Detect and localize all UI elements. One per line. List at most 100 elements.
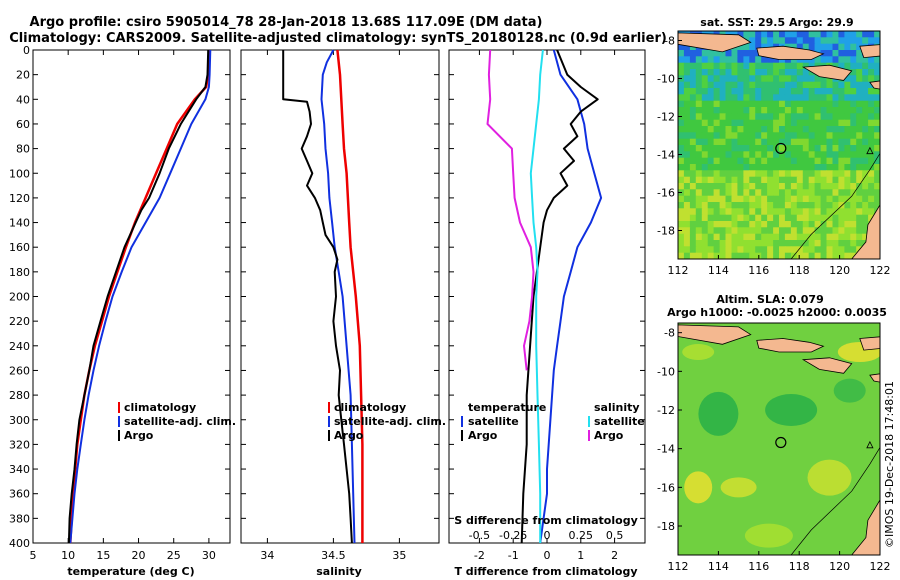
sst-cell [790,170,798,178]
sst-cell [689,145,697,152]
sst-cell [737,240,744,247]
sst-cell [820,202,828,209]
sst-cell [802,94,810,102]
sst-cell [796,240,804,247]
sst-cell [862,88,869,95]
sst-cell [850,151,857,159]
series-line-t-argo [520,49,599,544]
sst-cell [796,252,804,259]
sst-cell [761,195,768,203]
sst-cell [790,252,798,259]
sst-cell [725,50,732,57]
sst-cell [802,113,810,121]
sst-cell [737,233,744,241]
sst-cell [701,50,709,57]
sst-cell [874,189,880,197]
sst-cell [713,240,721,247]
sst-cell [725,246,732,254]
sst-cell [832,183,839,190]
sla-map-subtitle: Argo h1000: -0.0025 h2000: 0.0035 [667,306,887,319]
sst-cell [844,81,851,89]
land-australia [851,204,880,259]
sst-cell [820,100,828,108]
sst-cell [719,208,727,216]
sst-cell [862,138,869,146]
sst-cell [850,81,857,89]
sst-cell [826,214,833,222]
map-x-tick-label: 120 [829,264,850,277]
sst-cell [862,56,869,64]
sst-cell [802,164,810,171]
sst-cell [784,151,792,159]
sst-cell [713,214,721,222]
sst-cell [737,151,744,159]
sst-cell [802,151,810,159]
y-tick-label: 340 [9,463,30,476]
sst-cell [737,132,744,140]
sst-cell [832,221,839,228]
sst-cell [701,183,709,190]
sst-cell [678,50,685,57]
sst-cell [689,100,697,108]
sst-cell [719,240,727,247]
sst-cell [862,119,869,127]
sst-cell [707,164,715,171]
sst-cell [844,240,851,247]
sst-cell [790,37,798,45]
sst-cell [784,214,792,222]
sst-cell [731,164,738,171]
sst-cell [796,88,804,95]
sst-cell [826,113,833,121]
sla-map: 112 114 116 118 120 122 -8 -10 -12 -14 -16 -18 [657,322,891,573]
sst-cell [773,138,780,146]
sst-cell [695,252,703,259]
sst-cell [850,138,857,146]
sst-cell [856,170,863,178]
sst-cell [767,37,774,45]
sst-cell [701,151,709,159]
sst-cell [832,113,839,121]
sst-cell [850,202,857,209]
sst-cell [731,56,738,64]
sst-cell [868,145,875,152]
sst-cell [808,138,816,146]
sst-cell [773,227,780,235]
sst-cell [761,56,768,64]
sst-cell [719,221,727,228]
sst-cell [707,195,715,203]
sst-cell [743,107,750,114]
sst-cell [790,88,798,95]
sst-cell [689,75,697,83]
sst-cell [838,227,845,235]
sst-cell [683,240,691,247]
sst-cell [790,69,798,76]
sst-cell [862,176,869,184]
sst-cell [844,157,851,165]
sst-cell [767,214,774,222]
y-tick-label: 100 [9,167,30,180]
sst-cell [755,208,762,216]
sst-cell [767,202,774,209]
sst-cell [707,138,715,146]
sst-cell [678,107,685,114]
sst-cell [808,176,816,184]
sla-anomaly-patch [807,459,852,496]
sst-cell [844,252,851,259]
sst-cell [838,214,845,222]
sst-cell [767,195,774,203]
sst-cell [779,31,786,38]
sst-cell [802,69,810,76]
sst-cell [689,246,697,254]
sst-cell [743,138,750,146]
sst-cell [767,170,774,178]
sst-cell [725,183,732,190]
sst-cell [683,157,691,165]
y-tick-label: 220 [9,315,30,328]
sst-cell [862,208,869,216]
sst-cell [773,113,780,121]
sst-cell [808,119,816,127]
x-tick-label: 20 [132,549,146,562]
sst-cell [767,252,774,259]
land-island [801,357,853,374]
sst-cell [832,233,839,241]
